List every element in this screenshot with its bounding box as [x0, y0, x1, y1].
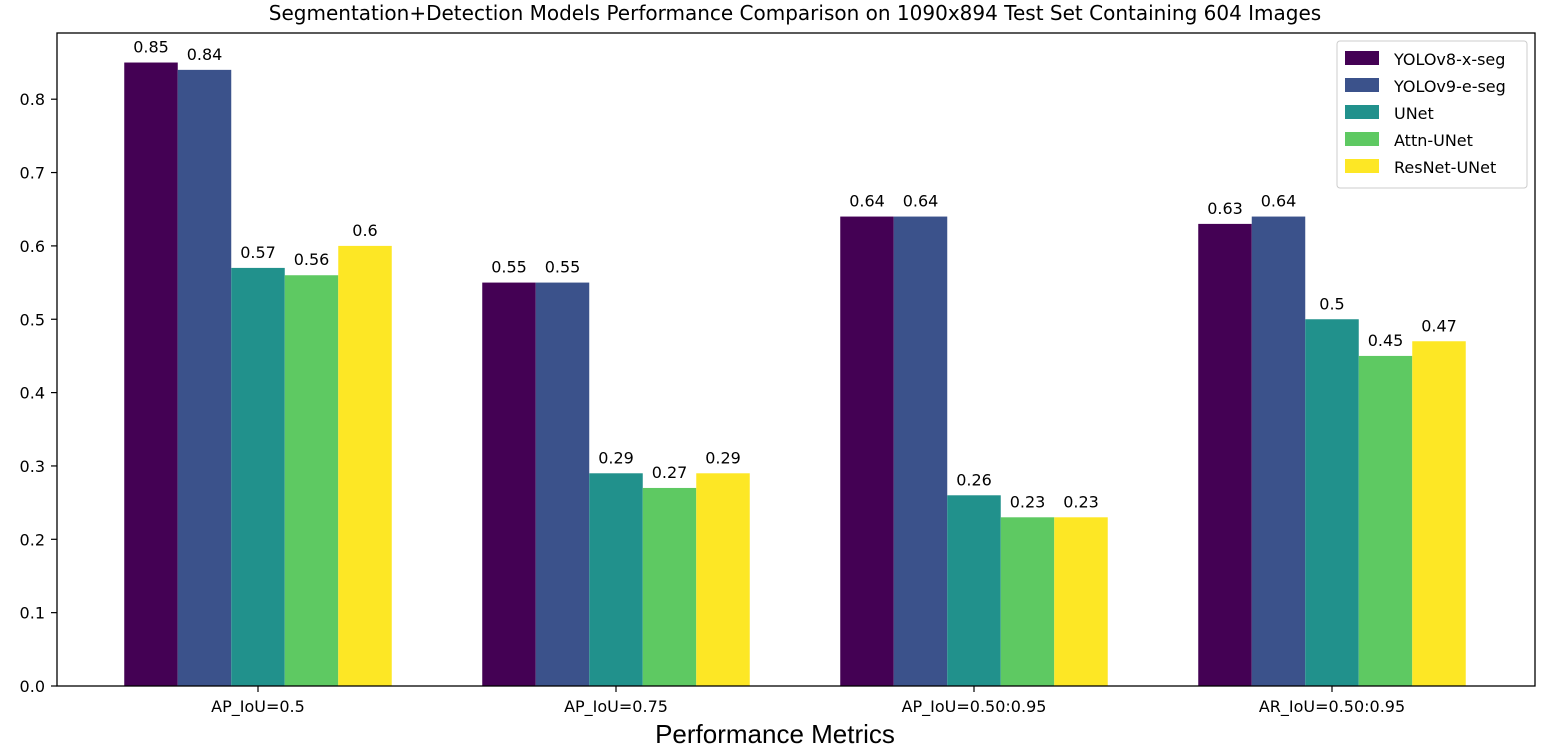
bar-value-label: 0.23: [1063, 492, 1099, 511]
bar-value-label: 0.29: [705, 448, 741, 467]
bar-value-label: 0.64: [903, 192, 939, 211]
bar: [177, 69, 232, 687]
plot-area: 0.0 0.1 0.2 0.3 0.4 0.5 0.6 0.7 0.8 0.85 0.84 0.57 0…: [20, 38, 1466, 717]
bar-value-label: 0.85: [133, 38, 169, 57]
bar-value-label: 0.29: [598, 448, 634, 467]
bar: [1358, 355, 1413, 686]
legend-swatch: [1345, 51, 1379, 65]
y-tick-label: 0.3: [20, 457, 45, 476]
bar: [231, 267, 285, 686]
bar-value-label: 0.6: [352, 221, 377, 240]
y-tick-label: 0.1: [20, 604, 45, 623]
y-tick-label: 0.2: [20, 530, 45, 549]
bar: [1054, 517, 1108, 686]
bar-value-label: 0.64: [1261, 192, 1297, 211]
bar-value-label: 0.47: [1421, 316, 1457, 335]
bar-value-label: 0.45: [1368, 331, 1404, 350]
y-tick-label: 0.7: [20, 164, 45, 183]
bar-value-label: 0.23: [1010, 492, 1046, 511]
legend-entry-label: YOLOv9-e-seg: [1393, 77, 1506, 96]
x-tick-label: AP_IoU=0.50:0.95: [902, 697, 1047, 717]
x-tick-label: AR_IoU=0.50:0.95: [1259, 697, 1405, 717]
bar: [947, 495, 1001, 686]
bar: [124, 62, 178, 686]
bar-value-label: 0.55: [491, 258, 527, 277]
plot-frame: [56, 32, 1536, 687]
bar: [1412, 341, 1466, 686]
y-tick-label: 0.6: [20, 237, 45, 256]
bar: [893, 216, 948, 686]
bar-value-label: 0.57: [240, 243, 276, 262]
bar-value-label: 0.64: [849, 192, 885, 211]
bar-value-label: 0.56: [294, 250, 330, 269]
legend-entry-label: Attn-UNet: [1394, 131, 1473, 150]
legend-swatch: [1345, 105, 1379, 119]
bar: [696, 473, 750, 686]
chart-title: Segmentation+Detection Models Performanc…: [269, 1, 1321, 25]
bar-value-label: 0.27: [652, 463, 688, 482]
x-axis-label: Performance Metrics: [655, 719, 895, 745]
bar: [338, 245, 392, 686]
legend-swatch: [1345, 159, 1379, 173]
bar-value-label: 0.55: [545, 258, 581, 277]
y-tick-label: 0.0: [20, 677, 45, 696]
legend-entry-label: ResNet-UNet: [1394, 158, 1496, 177]
legend-swatch: [1345, 132, 1379, 146]
bar-value-label: 0.63: [1207, 199, 1243, 218]
y-tick-label: 0.4: [20, 384, 45, 403]
legend-frame: [1336, 40, 1528, 189]
bar: [535, 282, 590, 686]
bar: [1198, 223, 1252, 686]
bar: [642, 487, 697, 686]
bar-value-label: 0.5: [1319, 294, 1344, 313]
bar: [284, 275, 339, 686]
x-tick-label: AP_IoU=0.75: [564, 697, 668, 717]
bar: [1305, 319, 1359, 686]
bar: [1000, 517, 1055, 686]
bar-value-label: 0.26: [956, 470, 992, 489]
legend-swatch: [1345, 78, 1379, 92]
legend-entry-label: UNet: [1394, 104, 1434, 123]
y-tick-label: 0.5: [20, 310, 45, 329]
bar: [589, 473, 643, 686]
bar-value-label: 0.84: [187, 45, 223, 64]
x-tick-label: AP_IoU=0.5: [211, 697, 305, 717]
y-tick-label: 0.8: [20, 90, 45, 109]
bar: [1251, 216, 1306, 686]
legend-entry-label: YOLOv8-x-seg: [1393, 50, 1505, 69]
bar: [840, 216, 894, 686]
legend: YOLOv8-x-seg YOLOv9-e-seg UNet Attn-UNet Res…: [1336, 40, 1528, 189]
bar: [482, 282, 536, 686]
